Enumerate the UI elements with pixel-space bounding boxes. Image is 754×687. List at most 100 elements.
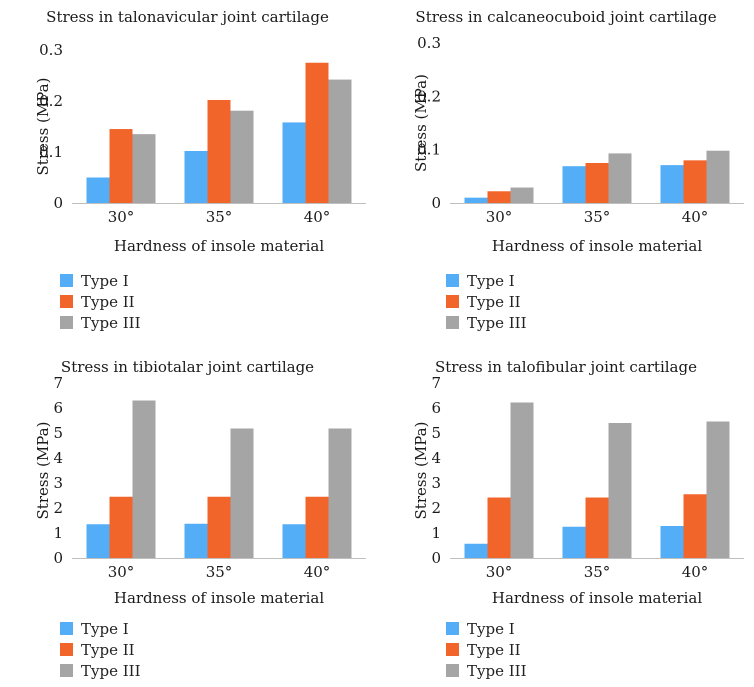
legend-item-type-i: Type I [446, 270, 527, 291]
legend-label: Type III [81, 661, 141, 680]
bar-type-i-40 [282, 122, 306, 203]
bar-type-ii-30 [487, 191, 511, 203]
y-tick-label: 2 [431, 499, 441, 517]
bar-type-i-40 [660, 526, 684, 558]
bar-type-ii-35 [207, 496, 231, 558]
y-tick-label: 0.1 [39, 143, 63, 161]
x-axis-label: Hardness of insole material [492, 237, 702, 255]
chart-title: Stress in tibiotalar joint cartilage [61, 358, 314, 376]
bar-type-iii-35 [608, 423, 632, 558]
bar-type-ii-30 [109, 496, 133, 558]
bar-type-i-35 [562, 166, 586, 203]
legend-item-type-i: Type I [446, 618, 527, 639]
y-tick-label: 1 [53, 524, 63, 542]
x-axis-label: Hardness of insole material [114, 589, 324, 607]
legend-swatch-type-i [446, 274, 459, 287]
y-axis-label: Stress (MPa) [412, 74, 430, 172]
y-tick-label: 0 [53, 194, 63, 212]
bar-type-i-35 [184, 150, 208, 203]
chart-title: Stress in talofibular joint cartilage [435, 358, 697, 376]
x-tick-label: 35° [206, 208, 233, 226]
y-tick-label: 4 [431, 449, 441, 467]
bar-type-i-40 [282, 524, 306, 558]
legend-item-type-ii: Type II [446, 291, 527, 312]
legend-swatch-type-ii [60, 643, 73, 656]
y-tick-label: 0.1 [417, 141, 441, 159]
legend-item-type-iii: Type III [60, 312, 141, 333]
legend-talofibular: Type I Type II Type III [446, 618, 527, 681]
y-tick-label: 0.3 [417, 34, 441, 52]
bar-type-iii-35 [230, 428, 254, 558]
legend-label: Type II [81, 640, 135, 659]
legend-label: Type III [467, 661, 527, 680]
legend-swatch-type-iii [60, 316, 73, 329]
x-tick-label: 30° [486, 208, 513, 226]
bar-type-iii-30 [132, 400, 156, 558]
bar-type-iii-30 [510, 187, 534, 203]
bar-type-iii-35 [608, 153, 632, 203]
x-axis-label: Hardness of insole material [114, 237, 324, 255]
legend-swatch-type-iii [60, 664, 73, 677]
x-tick-label: 40° [304, 563, 331, 581]
chart-title: Stress in calcaneocuboid joint cartilage [415, 8, 716, 26]
legend-item-type-ii: Type II [60, 291, 141, 312]
y-tick-label: 7 [431, 374, 441, 392]
y-tick-label: 6 [431, 399, 441, 417]
bar-type-i-35 [184, 523, 208, 558]
x-tick-label: 35° [584, 208, 611, 226]
y-axis-label: Stress (MPa) [34, 422, 52, 520]
bar-type-ii-35 [585, 497, 609, 558]
legend-label: Type I [467, 619, 515, 638]
y-tick-label: 0 [431, 549, 441, 567]
legend-label: Type III [81, 313, 141, 332]
legend-item-type-ii: Type II [60, 639, 141, 660]
legend-item-type-iii: Type III [60, 660, 141, 681]
bar-type-ii-30 [487, 497, 511, 558]
chart-title: Stress in talonavicular joint cartilage [46, 8, 329, 26]
y-tick-label: 3 [53, 474, 63, 492]
y-tick-label: 1 [431, 524, 441, 542]
bar-type-iii-30 [510, 402, 534, 558]
bar-type-iii-40 [328, 428, 352, 558]
bar-type-i-30 [86, 177, 110, 203]
legend-swatch-type-i [60, 274, 73, 287]
y-tick-label: 2 [53, 499, 63, 517]
y-tick-label: 0.2 [39, 92, 63, 110]
chart-tibiotalar: Stress in tibiotalar joint cartilage 0 1 2 3… [34, 358, 366, 607]
legend-label: Type I [467, 271, 515, 290]
legend-label: Type II [81, 292, 135, 311]
y-tick-label: 0.2 [417, 87, 441, 105]
y-tick-label: 6 [53, 399, 63, 417]
legend-label: Type II [467, 292, 521, 311]
legend-item-type-iii: Type III [446, 312, 527, 333]
legend-label: Type III [467, 313, 527, 332]
x-tick-label: 40° [682, 208, 709, 226]
x-tick-label: 30° [108, 208, 135, 226]
legend-talonavicular: Type I Type II Type III [60, 270, 141, 333]
bar-type-ii-30 [109, 129, 133, 203]
legend-item-type-i: Type I [60, 270, 141, 291]
legend-label: Type I [81, 619, 129, 638]
bar-type-i-40 [660, 165, 684, 203]
chart-talonavicular: Stress in talonavicular joint cartilage 0… [34, 8, 366, 255]
y-tick-label: 7 [53, 374, 63, 392]
legend-item-type-iii: Type III [446, 660, 527, 681]
x-tick-label: 40° [304, 208, 331, 226]
bar-type-i-30 [464, 543, 488, 558]
bar-type-iii-40 [328, 79, 352, 203]
x-tick-label: 30° [108, 563, 135, 581]
legend-swatch-type-i [60, 622, 73, 635]
y-tick-label: 5 [431, 424, 441, 442]
y-tick-label: 5 [53, 424, 63, 442]
legend-swatch-type-iii [446, 316, 459, 329]
y-axis-label: Stress (MPa) [412, 422, 430, 520]
bar-type-ii-35 [585, 163, 609, 203]
bar-type-ii-35 [207, 99, 231, 203]
legend-swatch-type-i [446, 622, 459, 635]
x-tick-label: 35° [206, 563, 233, 581]
bar-type-i-30 [464, 197, 488, 203]
legend-swatch-type-iii [446, 664, 459, 677]
legend-item-type-ii: Type II [446, 639, 527, 660]
bar-type-ii-40 [683, 160, 707, 203]
bar-type-i-30 [86, 524, 110, 558]
